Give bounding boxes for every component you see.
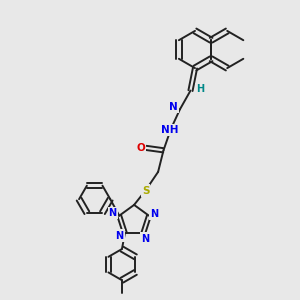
Text: N: N (109, 208, 117, 218)
Text: H: H (196, 84, 204, 94)
Text: N: N (169, 102, 178, 112)
Text: N: N (141, 233, 149, 244)
Text: N: N (150, 209, 158, 219)
Text: NH: NH (161, 125, 178, 135)
Text: S: S (142, 185, 149, 196)
Text: O: O (136, 143, 145, 153)
Text: N: N (116, 230, 124, 241)
